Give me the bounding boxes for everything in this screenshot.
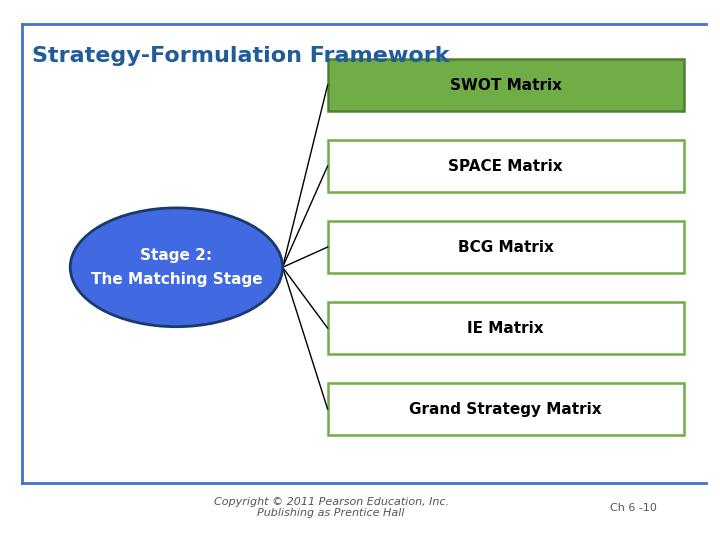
Ellipse shape (71, 208, 283, 327)
Text: Strategy-Formulation Framework: Strategy-Formulation Framework (32, 46, 450, 66)
FancyBboxPatch shape (328, 59, 684, 111)
FancyBboxPatch shape (328, 140, 684, 192)
FancyBboxPatch shape (328, 383, 684, 435)
FancyBboxPatch shape (328, 302, 684, 354)
Text: SWOT Matrix: SWOT Matrix (450, 78, 562, 92)
Text: Copyright © 2011 Pearson Education, Inc.
Publishing as Prentice Hall: Copyright © 2011 Pearson Education, Inc.… (214, 497, 449, 518)
Text: Ch 6 -10: Ch 6 -10 (610, 503, 657, 512)
Text: BCG Matrix: BCG Matrix (458, 240, 554, 254)
Text: The Matching Stage: The Matching Stage (91, 272, 262, 287)
Text: Grand Strategy Matrix: Grand Strategy Matrix (410, 402, 602, 416)
Text: Stage 2:: Stage 2: (140, 248, 212, 263)
Text: IE Matrix: IE Matrix (467, 321, 544, 335)
Text: SPACE Matrix: SPACE Matrix (449, 159, 563, 173)
FancyBboxPatch shape (328, 221, 684, 273)
